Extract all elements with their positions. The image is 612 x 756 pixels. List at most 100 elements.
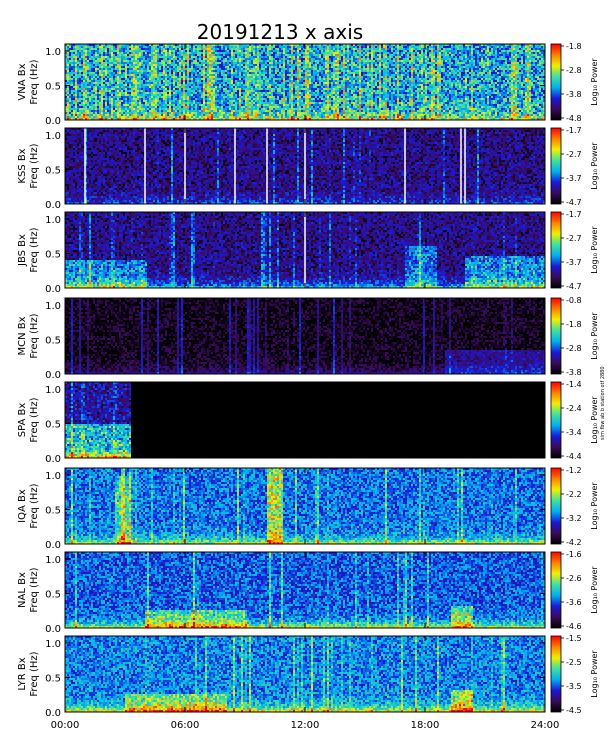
x-tick-label: 24:00 [531,720,560,731]
y-tick-label: 0.5 [45,335,61,346]
station-label: VNA Bx [17,63,28,100]
freq-label: Freq (Hz) [29,143,40,188]
y-tick-label: 1.0 [45,215,61,226]
y-tick-label: 0.5 [45,673,61,684]
y-tick-label: 0.0 [45,116,61,127]
colorbar-tick-label: -2.7 [566,150,582,159]
panel-spa: 0.0 0.5 1.0 SPA Bx Freq (Hz) -1.4 -2.4 -3.4 -4.4… [17,380,599,465]
y-tick-label: 0.5 [45,249,61,260]
y-tick-label: 0.0 [45,200,61,211]
colorbar [550,127,562,205]
colorbar-label: Log₁₀ Power [590,566,599,614]
colorbar-tick-label: -3.6 [566,598,582,607]
colorbar-tick-label: -3.8 [566,368,582,377]
colorbar-label: Log₁₀ Power [590,142,599,190]
colorbar-tick-label: -1.6 [566,550,582,559]
colorbar-tick-label: -1.5 [566,634,582,643]
colorbar-tick-label: -3.5 [566,682,582,691]
colorbar-label: Log₁₀ Power [590,650,599,698]
freq-label: Freq (Hz) [29,59,40,104]
spectrogram [65,468,545,544]
panel-nal: 0.0 0.5 1.0 NAL Bx Freq (Hz) -1.6 -2.6 -3.6 -4.6… [17,550,599,635]
spectrogram [65,552,545,628]
y-tick-label: 1.0 [45,131,61,142]
colorbar-label: Log₁₀ Power [590,482,599,530]
station-label: KSS Bx [17,148,28,183]
station-label: SPA Bx [17,403,28,438]
y-tick-label: 0.5 [45,589,61,600]
panel-lyr: 0.0 0.5 1.0 LYR Bx Freq (Hz) -1.5 -2.5 -3.5 -4.5… [17,634,599,719]
y-tick-label: 1.0 [45,639,61,650]
x-tick-label: 00:00 [51,720,80,731]
colorbar-tick-label: -1.7 [566,126,582,135]
colorbar [550,467,562,545]
side-note: sim fbw ab b station otf 2880 [600,366,606,440]
colorbar [550,551,562,629]
colorbar [550,43,562,121]
freq-label: Freq (Hz) [29,227,40,272]
station-label: JBS Bx [17,234,28,267]
y-tick-label: 0.5 [45,505,61,516]
colorbar-tick-label: -2.2 [566,490,582,499]
colorbar [550,635,562,713]
station-label: NAL Bx [17,572,28,608]
spectrogram [65,382,545,458]
colorbar-tick-label: -0.8 [566,296,582,305]
y-tick-label: 0.0 [45,708,61,719]
y-tick-label: 1.0 [45,471,61,482]
y-tick-label: 1.0 [45,385,61,396]
colorbar-tick-label: -1.7 [566,210,582,219]
colorbar [550,297,562,375]
colorbar-tick-label: -3.2 [566,514,582,523]
spectrogram [65,298,545,374]
colorbar-label: Log₁₀ Power [590,396,599,444]
y-tick-label: 0.0 [45,370,61,381]
spectrogram [65,44,545,120]
colorbar-tick-label: -1.8 [566,42,582,51]
colorbar-tick-label: -1.4 [566,380,582,389]
panel-iqa: 0.0 0.5 1.0 IQA Bx Freq (Hz) -1.2 -2.2 -3.2 -4.2… [17,466,599,551]
colorbar-tick-label: -4.4 [566,452,582,461]
colorbar-label: Log₁₀ Power [590,312,599,360]
x-tick-label: 12:00 [291,720,320,731]
chart-title: 20191213 x axis [197,20,363,44]
colorbar-tick-label: -2.5 [566,658,582,667]
station-label: LYR Bx [17,657,28,690]
colorbar [550,381,562,459]
panel-vna: 0.0 0.5 1.0 VNA Bx Freq (Hz) -1.8 -2.8 -3.8 -4.8… [17,42,599,127]
colorbar-tick-label: -2.6 [566,574,582,583]
y-tick-label: 0.0 [45,454,61,465]
freq-label: Freq (Hz) [29,313,40,358]
colorbar-tick-label: -4.5 [566,706,582,715]
colorbar-tick-label: -4.2 [566,538,582,547]
y-tick-label: 0.0 [45,624,61,635]
colorbar-tick-label: -3.4 [566,428,582,437]
colorbar-tick-label: -4.6 [566,622,582,631]
freq-label: Freq (Hz) [29,651,40,696]
colorbar [550,211,562,289]
colorbar-tick-label: -3.7 [566,174,582,183]
y-tick-label: 1.0 [45,301,61,312]
x-axis: 00:00 06:00 12:00 18:00 24:00 [51,44,560,731]
colorbar-tick-label: -4.7 [566,282,582,291]
y-tick-label: 0.5 [45,165,61,176]
colorbar-tick-label: -4.8 [566,114,582,123]
colorbar-tick-label: -2.8 [566,344,582,353]
station-label: MCN Bx [17,316,28,355]
freq-label: Freq (Hz) [29,483,40,528]
y-tick-label: 1.0 [45,555,61,566]
freq-label: Freq (Hz) [29,567,40,612]
colorbar-tick-label: -1.8 [566,320,582,329]
colorbar-tick-label: -3.8 [566,90,582,99]
y-tick-label: 0.5 [45,81,61,92]
y-tick-label: 0.5 [45,419,61,430]
colorbar-tick-label: -2.4 [566,404,582,413]
spectrogram [65,636,545,712]
panel-kss: 0.0 0.5 1.0 KSS Bx Freq (Hz) -1.7 -2.7 -3.7 -4.7… [17,126,599,211]
freq-label: Freq (Hz) [29,397,40,442]
colorbar-tick-label: -3.7 [566,258,582,267]
panel-jbs: 0.0 0.5 1.0 JBS Bx Freq (Hz) -1.7 -2.7 -3.7 -4.7… [17,210,599,295]
x-tick-label: 06:00 [171,720,200,731]
